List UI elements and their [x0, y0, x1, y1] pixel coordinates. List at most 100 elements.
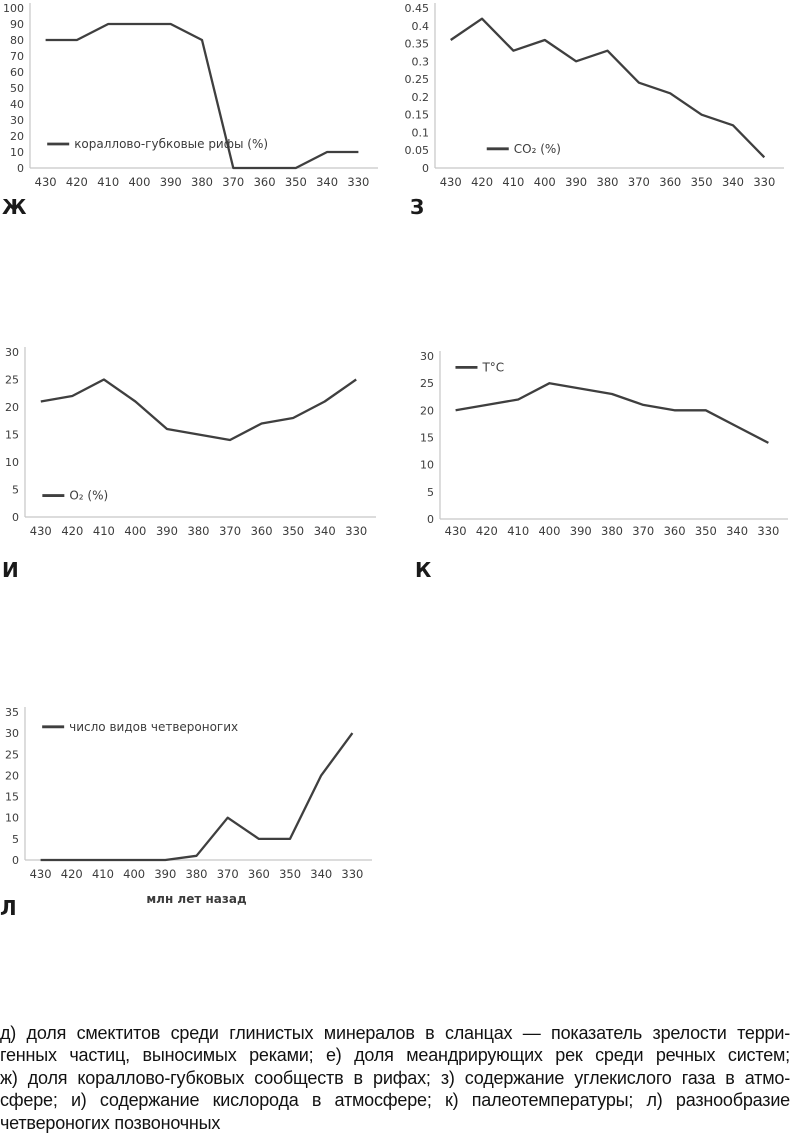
y-tick-label: 0.35: [405, 38, 430, 51]
x-tick-label: 420: [61, 524, 83, 538]
x-tick-label: 400: [538, 524, 560, 538]
y-tick-label: 10: [420, 459, 434, 472]
y-tick-label: 20: [5, 769, 19, 782]
x-tick-label: 330: [341, 867, 363, 881]
caption-line: ж) доля кораллово-губковых сообществ в р…: [0, 1067, 790, 1088]
x-tick-label: 390: [570, 524, 592, 538]
data-series-line: [450, 17, 766, 159]
y-tick-label: 25: [5, 374, 19, 387]
x-tick-label: 430: [35, 175, 57, 189]
legend-label: CO₂ (%): [514, 142, 561, 156]
y-tick-label: 15: [5, 791, 19, 804]
x-tick-label: 410: [93, 524, 115, 538]
x-tick-label: 400: [124, 524, 146, 538]
y-tick-label: 5: [12, 833, 19, 846]
chart-letter-k: К: [415, 558, 432, 582]
chart-letter-z: З: [410, 195, 425, 219]
x-tick-label: 360: [254, 175, 276, 189]
x-tick-label: 410: [92, 867, 114, 881]
line-chart-coral-sponge-reefs: 0 10 20 30 40 50 60 70 80 90 100 430 420 410 400 390 380…: [3, 2, 378, 189]
y-tick-label: 25: [5, 748, 19, 761]
y-tick-label: 90: [10, 18, 24, 31]
x-tick-label: 350: [695, 524, 717, 538]
chart-letter-i: И: [2, 558, 19, 582]
y-tick-label: 30: [420, 350, 434, 363]
x-tick-label: 390: [160, 175, 182, 189]
legend-label: O₂ (%): [69, 489, 108, 503]
x-axis-title: млн лет назад: [146, 892, 247, 906]
x-tick-label: 370: [222, 175, 244, 189]
x-tick-label: 330: [347, 175, 369, 189]
x-tick-label: 380: [188, 524, 210, 538]
y-tick-label: 0: [427, 513, 434, 526]
x-tick-label: 360: [248, 867, 270, 881]
legend-label: кораллово-губковые рифы (%): [74, 137, 268, 151]
x-tick-label: 350: [279, 867, 301, 881]
x-tick-label: 340: [310, 867, 332, 881]
x-tick-label: 350: [285, 175, 307, 189]
y-tick-label: 40: [10, 98, 24, 111]
x-tick-label: 330: [757, 524, 779, 538]
y-tick-label: 15: [420, 432, 434, 445]
legend-label: число видов четвероногих: [69, 720, 238, 734]
y-tick-label: 15: [5, 429, 19, 442]
x-tick-label: 420: [476, 524, 498, 538]
data-series-line: [455, 382, 769, 444]
chart-figure-z: 0 0.05 0.1 0.15 0.2 0.25 0.3 0.35 0.4 0.45 430 420 4…: [395, 0, 790, 235]
x-tick-label: 400: [128, 175, 150, 189]
x-tick-label: 380: [601, 524, 623, 538]
x-tick-label: 370: [628, 175, 650, 189]
y-tick-label: 0.3: [412, 55, 430, 68]
x-tick-label: 380: [186, 867, 208, 881]
y-tick-label: 0.15: [405, 109, 430, 122]
y-tick-label: 0.1: [412, 126, 430, 139]
x-tick-label: 370: [217, 867, 239, 881]
y-tick-label: 60: [10, 66, 24, 79]
y-tick-label: 30: [5, 727, 19, 740]
y-tick-label: 10: [5, 456, 19, 469]
x-tick-label: 350: [282, 524, 304, 538]
y-tick-label: 10: [10, 146, 24, 159]
chart-letter-l: Л: [0, 896, 17, 920]
line-chart-tetrapod-species: 0 5 10 15 20 25 30 35 430 420 410 400 390 380 370 360 35…: [5, 706, 372, 906]
figure-caption: д) доля смектитов среди глинистых минера…: [0, 1022, 790, 1134]
x-tick-label: 430: [440, 175, 462, 189]
y-tick-label: 0: [17, 162, 24, 175]
chart-figure-k: 0 5 10 15 20 25 30 430 420 410 400 390 380 370 360 350 3…: [398, 343, 790, 588]
data-series-line: [40, 378, 357, 442]
chart-figure-l: 0 5 10 15 20 25 30 35 430 420 410 400 390 380 370 360 35…: [0, 703, 390, 933]
data-series-line: [45, 22, 359, 170]
y-tick-label: 0.2: [412, 91, 430, 104]
y-tick-label: 0.4: [412, 20, 430, 33]
y-tick-label: 20: [420, 404, 434, 417]
y-tick-label: 50: [10, 82, 24, 95]
chart-figure-zh: 0 10 20 30 40 50 60 70 80 90 100 430 420 410 400 390 380…: [0, 0, 390, 235]
y-tick-label: 20: [10, 130, 24, 143]
y-tick-label: 25: [420, 377, 434, 390]
x-tick-label: 370: [219, 524, 241, 538]
x-tick-label: 390: [154, 867, 176, 881]
y-tick-label: 5: [427, 486, 434, 499]
y-tick-label: 0.45: [405, 2, 430, 15]
x-tick-label: 420: [61, 867, 83, 881]
y-tick-label: 100: [3, 2, 24, 15]
x-tick-label: 420: [471, 175, 493, 189]
x-tick-label: 330: [753, 175, 775, 189]
legend-label: Т°С: [481, 360, 504, 374]
x-tick-label: 390: [565, 175, 587, 189]
y-tick-label: 10: [5, 812, 19, 825]
y-tick-label: 0: [422, 162, 429, 175]
line-chart-co2: 0 0.05 0.1 0.15 0.2 0.25 0.3 0.35 0.4 0.45 430 420 4…: [405, 2, 784, 189]
y-tick-label: 70: [10, 50, 24, 63]
line-chart-paleotemperature: 0 5 10 15 20 25 30 430 420 410 400 390 380 370 360 350 3…: [420, 350, 788, 538]
x-tick-label: 410: [97, 175, 119, 189]
x-tick-label: 410: [502, 175, 524, 189]
x-tick-label: 340: [316, 175, 338, 189]
x-tick-label: 360: [251, 524, 273, 538]
y-tick-label: 0: [12, 511, 19, 524]
y-tick-label: 80: [10, 34, 24, 47]
x-tick-label: 370: [632, 524, 654, 538]
caption-line: четвероногих позвоночных: [0, 1112, 221, 1133]
y-tick-label: 20: [5, 401, 19, 414]
y-tick-label: 0.25: [405, 73, 430, 86]
